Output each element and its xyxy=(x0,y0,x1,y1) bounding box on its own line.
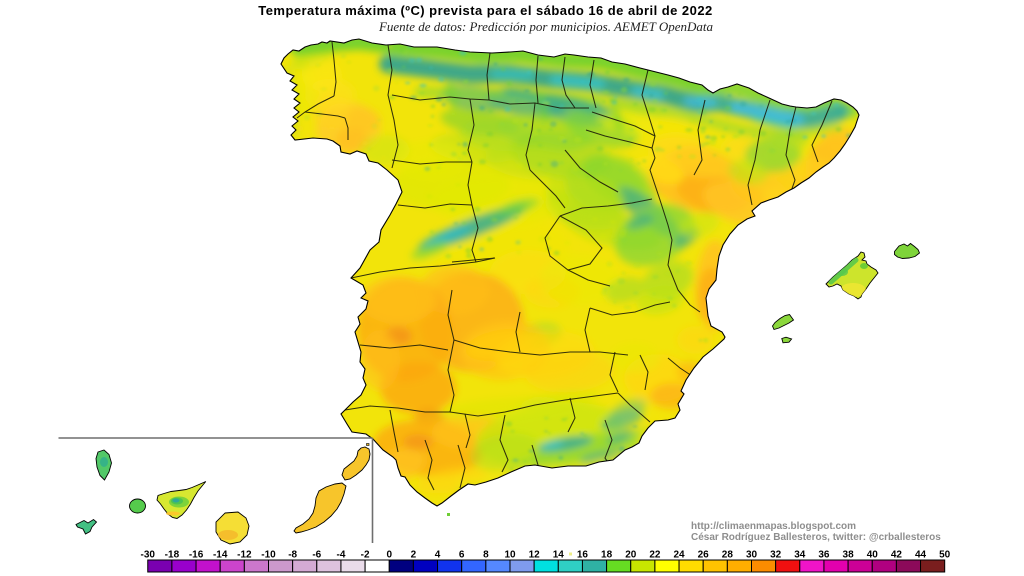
svg-text:-30: -30 xyxy=(141,550,156,561)
svg-text:24: 24 xyxy=(673,550,685,561)
svg-text:20: 20 xyxy=(625,550,637,561)
svg-text:-8: -8 xyxy=(288,550,297,561)
svg-text:38: 38 xyxy=(843,550,855,561)
svg-text:10: 10 xyxy=(504,550,516,561)
svg-text:14: 14 xyxy=(553,550,565,561)
svg-text:-10: -10 xyxy=(261,550,276,561)
svg-text:-2: -2 xyxy=(361,550,370,561)
svg-text:-14: -14 xyxy=(213,550,228,561)
svg-text:26: 26 xyxy=(698,550,710,561)
svg-text:0: 0 xyxy=(386,550,392,561)
svg-text:-16: -16 xyxy=(189,550,204,561)
svg-text:40: 40 xyxy=(867,550,879,561)
svg-text:8: 8 xyxy=(483,550,489,561)
svg-text:-18: -18 xyxy=(165,550,180,561)
svg-text:-4: -4 xyxy=(336,550,345,561)
svg-text:4: 4 xyxy=(435,550,441,561)
svg-text:-12: -12 xyxy=(237,550,252,561)
svg-text:18: 18 xyxy=(601,550,613,561)
svg-text:50: 50 xyxy=(939,550,951,561)
svg-text:16: 16 xyxy=(577,550,589,561)
svg-text:22: 22 xyxy=(649,550,661,561)
svg-text:2: 2 xyxy=(411,550,417,561)
svg-text:-6: -6 xyxy=(312,550,321,561)
svg-text:6: 6 xyxy=(459,550,465,561)
svg-text:44: 44 xyxy=(915,550,927,561)
svg-text:42: 42 xyxy=(891,550,903,561)
svg-text:32: 32 xyxy=(770,550,782,561)
svg-text:34: 34 xyxy=(794,550,806,561)
svg-text:36: 36 xyxy=(818,550,830,561)
svg-text:28: 28 xyxy=(722,550,734,561)
svg-text:30: 30 xyxy=(746,550,758,561)
svg-text:12: 12 xyxy=(529,550,541,561)
